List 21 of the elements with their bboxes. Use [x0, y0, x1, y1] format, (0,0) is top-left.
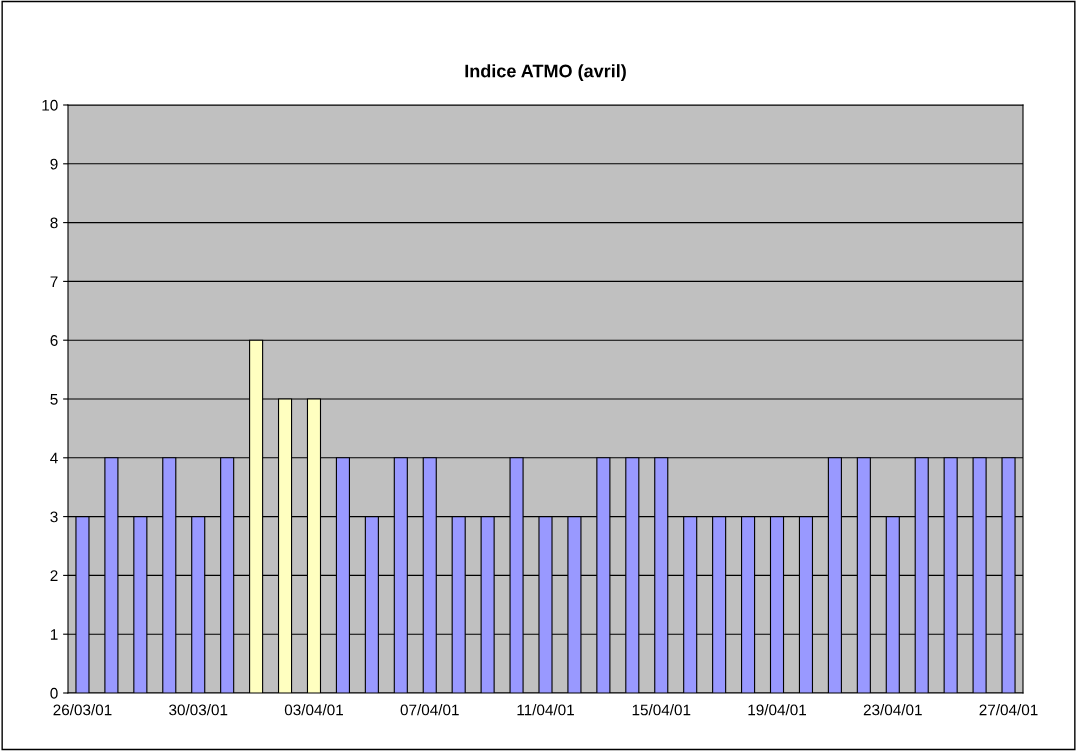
y-tick-label: 8	[50, 217, 58, 229]
chart-title: Indice ATMO (avril)	[465, 64, 626, 81]
x-tick-label: 07/04/01	[400, 704, 459, 716]
x-tick-label: 26/03/01	[53, 704, 112, 716]
y-tick-label: 7	[50, 276, 58, 287]
x-tick-label: 15/04/01	[632, 704, 691, 716]
x-tick-label: 03/04/01	[284, 704, 343, 716]
x-tick-label: 30/03/01	[169, 704, 228, 716]
y-tick-label: 6	[50, 335, 58, 346]
y-tick-label: 2	[50, 570, 58, 581]
x-tick-label: 11/04/01	[517, 704, 574, 716]
y-tick-label: 0	[50, 687, 58, 699]
y-tick-label: 1	[50, 629, 58, 640]
y-tick-label: 5	[50, 394, 58, 405]
x-tick-label: 27/04/01	[979, 704, 1038, 716]
y-tick-label: 4	[50, 452, 58, 464]
y-tick-label: 3	[50, 511, 58, 523]
x-tick-label: 19/04/01	[748, 704, 807, 716]
y-tick-label: 10	[42, 99, 58, 111]
y-tick-label: 9	[50, 158, 58, 170]
x-tick-label: 23/04/01	[863, 704, 922, 716]
